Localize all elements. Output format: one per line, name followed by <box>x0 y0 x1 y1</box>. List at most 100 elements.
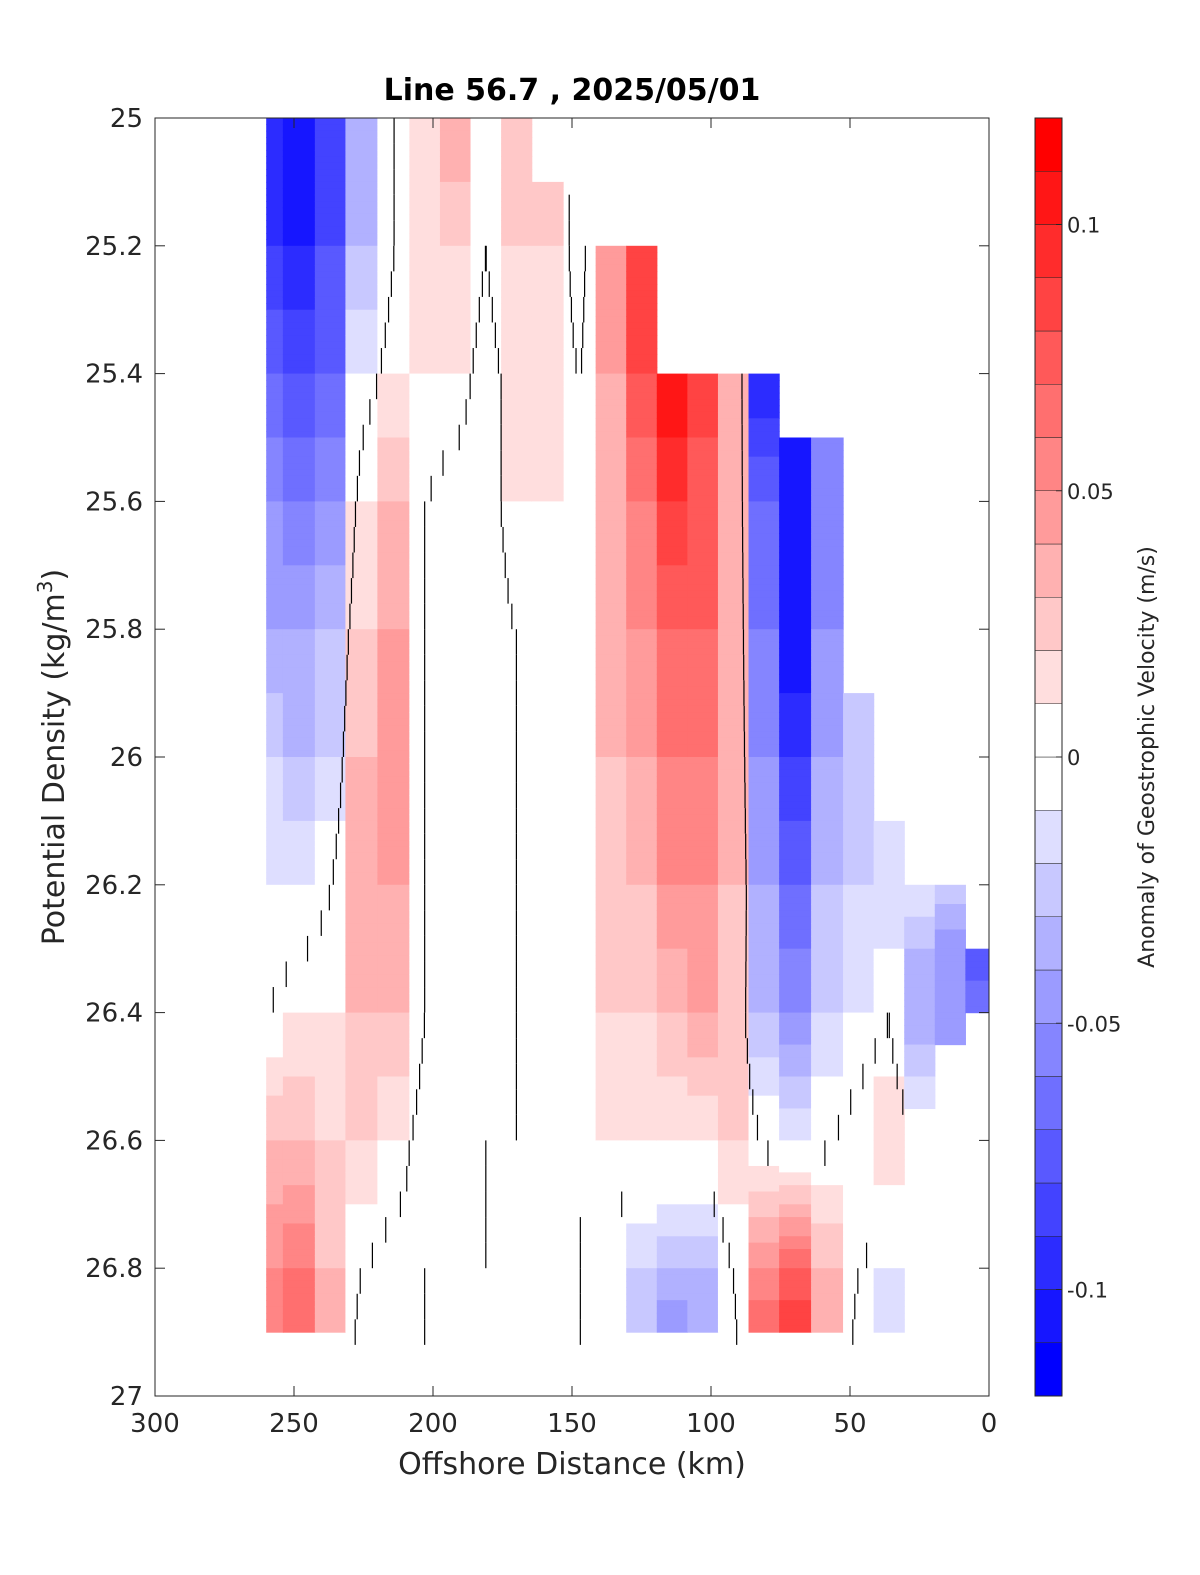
contour-cell <box>377 456 410 464</box>
contour-cell <box>656 1242 688 1250</box>
contour-cell <box>470 156 502 164</box>
contour-cell <box>439 910 472 918</box>
contour-cell <box>687 654 719 662</box>
contour-cell <box>531 884 565 892</box>
contour-cell <box>779 693 812 701</box>
contour-cell <box>531 776 565 784</box>
contour-cell <box>531 1146 565 1154</box>
contour-cell <box>282 354 316 362</box>
contour-cell <box>531 309 565 317</box>
contour-cell <box>439 1172 472 1180</box>
contour-cell <box>409 1063 441 1071</box>
contour-cell <box>531 1217 565 1225</box>
contour-cell <box>626 654 658 662</box>
contour-cell <box>656 603 688 611</box>
contour-cell <box>501 456 533 464</box>
contour-cell <box>531 488 565 496</box>
contour-cell <box>626 1095 658 1103</box>
contour-cell <box>748 1312 780 1320</box>
contour-cell <box>873 903 905 911</box>
contour-cell <box>656 814 688 822</box>
contour-cell <box>687 1082 719 1090</box>
contour-cell <box>266 795 284 803</box>
contour-cell <box>873 1223 905 1231</box>
contour-cell <box>470 999 502 1007</box>
contour-cell <box>470 418 502 426</box>
contour-cell <box>626 1063 658 1071</box>
contour-cell <box>595 335 627 343</box>
contour-cell <box>626 1255 658 1263</box>
contour-cell <box>282 1025 316 1033</box>
contour-cell <box>748 437 780 445</box>
contour-cell <box>501 1217 533 1225</box>
contour-cell <box>470 526 502 534</box>
contour-cell <box>531 1261 565 1269</box>
contour-cell <box>687 955 719 963</box>
contour-cell <box>779 788 812 796</box>
contour-cell <box>811 987 844 995</box>
contour-cell <box>563 923 597 931</box>
contour-cell <box>687 1306 719 1314</box>
contour-cell <box>687 757 719 764</box>
contour-cell <box>563 942 597 950</box>
contour-cell <box>563 1210 597 1218</box>
contour-cell <box>687 1325 719 1333</box>
contour-cell <box>409 1191 441 1199</box>
contour-cell <box>439 603 472 611</box>
contour-cell <box>439 1050 472 1058</box>
contour-cell <box>345 616 378 624</box>
contour-cell <box>531 1300 565 1308</box>
contour-cell <box>748 546 780 554</box>
contour-cell <box>656 437 688 445</box>
contour-cell <box>314 769 347 777</box>
contour-cell <box>439 533 472 541</box>
contour-cell <box>748 1025 780 1033</box>
contour-cell <box>439 143 472 151</box>
contour-cell <box>531 654 565 662</box>
contour-cell <box>531 392 565 400</box>
contour-cell <box>687 475 719 483</box>
contour-cell <box>811 955 844 963</box>
contour-cell <box>377 571 410 579</box>
contour-cell <box>717 865 750 873</box>
contour-cell <box>563 833 597 841</box>
contour-cell <box>656 1191 688 1199</box>
contour-cell <box>282 526 316 534</box>
contour-cell <box>563 718 597 726</box>
contour-cell <box>531 1012 565 1020</box>
contour-cell <box>377 450 410 458</box>
contour-cell <box>314 1287 347 1295</box>
contour-cell <box>626 718 658 726</box>
contour-cell <box>779 1191 812 1199</box>
contour-cell <box>409 1050 441 1058</box>
contour-cell <box>439 1121 472 1129</box>
contour-cell <box>439 884 472 892</box>
contour-cell <box>531 456 565 464</box>
contour-cell <box>656 558 688 566</box>
contour-cell <box>687 1089 719 1097</box>
contour-cell <box>687 1255 719 1263</box>
contour-cell <box>266 201 284 209</box>
contour-cell <box>811 961 844 969</box>
contour-cell <box>843 897 875 905</box>
contour-cell <box>345 840 378 848</box>
contour-cell <box>779 725 812 733</box>
contour-cell <box>748 514 780 522</box>
contour-cell <box>470 961 502 969</box>
contour-cell <box>595 852 627 860</box>
contour-cell <box>470 437 502 445</box>
contour-cell <box>377 1082 410 1090</box>
contour-cell <box>563 239 597 247</box>
contour-cell <box>563 776 597 784</box>
contour-cell <box>501 1268 533 1276</box>
contour-cell <box>282 1018 316 1026</box>
contour-cell <box>531 967 565 975</box>
contour-cell <box>656 654 688 662</box>
contour-cell <box>345 699 378 707</box>
contour-cell <box>314 673 347 681</box>
contour-cell <box>266 935 284 943</box>
contour-cell <box>626 955 658 963</box>
contour-cell <box>595 1025 627 1033</box>
contour-cell <box>779 884 812 892</box>
contour-cell <box>377 852 410 860</box>
